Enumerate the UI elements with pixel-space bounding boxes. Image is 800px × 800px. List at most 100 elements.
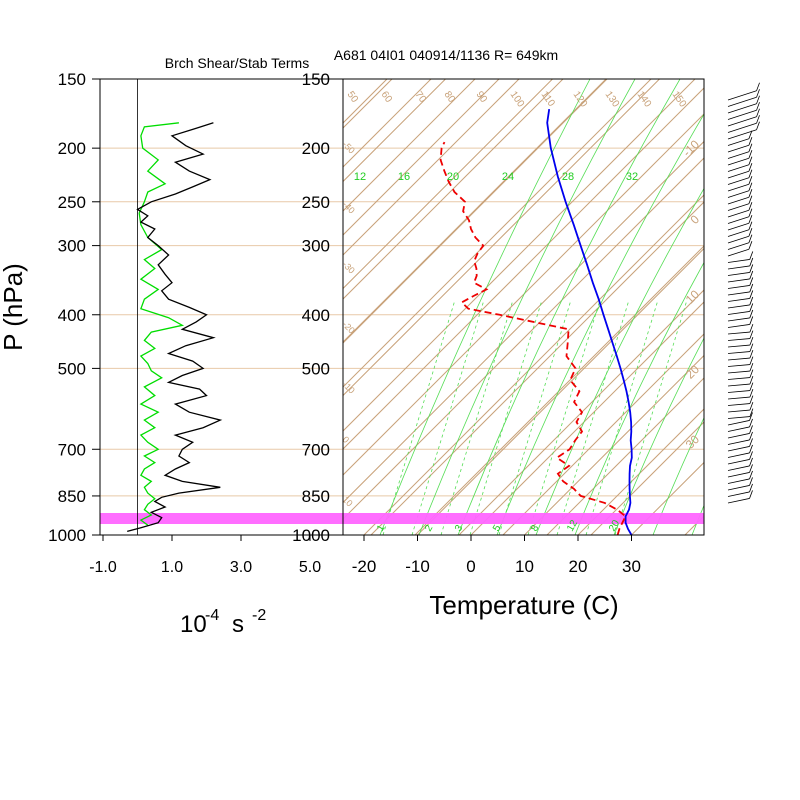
temperature-tick-label: -20 — [352, 557, 377, 576]
wind-barb — [727, 311, 750, 315]
wind-barb-flag — [756, 121, 760, 130]
wind-barb — [727, 426, 750, 432]
wind-barb — [727, 459, 750, 465]
wind-barb — [727, 403, 750, 406]
wind-barb-flag — [749, 477, 753, 486]
isotherm-line — [343, 79, 553, 290]
wind-barb-flag — [749, 375, 754, 385]
wind-barb-flag — [756, 108, 760, 117]
wind-barb-flag — [748, 169, 753, 178]
pressure-tick-label: 700 — [302, 440, 330, 459]
wind-barb — [727, 259, 750, 263]
wind-barb-flag — [749, 451, 753, 460]
wind-barb — [727, 157, 750, 166]
wind-barb-flag — [749, 290, 754, 299]
y-axis-label: P (hPa) — [0, 263, 28, 351]
mixing-ratio-line — [469, 299, 543, 535]
wind-barb-flag — [748, 150, 753, 159]
wind-barb-flag — [749, 369, 754, 378]
wind-barb — [727, 248, 750, 257]
wind-barb — [727, 491, 750, 497]
wind-barb — [727, 170, 750, 179]
wind-barb-flag — [748, 163, 753, 172]
wind-barb-flag — [749, 316, 754, 325]
dry-adiabat-label: 120 — [571, 89, 590, 109]
highlight-band — [343, 513, 704, 524]
wind-barb — [727, 203, 750, 211]
isotherm-line — [343, 79, 446, 183]
wind-barb — [727, 183, 750, 192]
dry-adiabat-line — [0, 79, 255, 535]
wind-barb-flag — [748, 208, 753, 217]
wind-barb — [727, 416, 750, 419]
wind-barb — [727, 103, 757, 114]
pressure-tick-label: 400 — [302, 306, 330, 325]
moist-adiabat-label: 24 — [502, 171, 514, 183]
isotherm-label: 30 — [683, 432, 703, 452]
isotherm-label: 0 — [687, 212, 702, 227]
temperature-tick-label: 10 — [515, 557, 534, 576]
wind-barb — [727, 478, 750, 484]
isotherm-label: 0 — [341, 434, 352, 445]
mixing-ratio-line — [411, 299, 485, 535]
wind-barb — [727, 420, 750, 426]
isotherm-line — [343, 140, 704, 504]
pressure-tick-label: 250 — [302, 193, 330, 212]
dry-adiabat-line — [343, 79, 520, 256]
shear-term-line — [138, 122, 185, 526]
wind-barb-flag — [748, 195, 753, 204]
dry-adiabat-label: 130 — [603, 89, 622, 109]
shear-x-ticks: -1.0 1.0 3.0 5.0 — [89, 535, 321, 576]
shear-x-tick-label: 3.0 — [230, 559, 252, 576]
shear-panel-title: Brch Shear/Stab Terms — [165, 55, 309, 71]
wind-barb-flag — [749, 330, 754, 339]
dry-adiabat-line — [343, 79, 432, 168]
wind-barb-flag — [748, 234, 753, 243]
dry-adiabat-line — [343, 79, 564, 300]
moist-adiabat-line — [457, 79, 681, 535]
dry-adiabat-line — [343, 79, 344, 80]
wind-barb — [727, 324, 750, 328]
mixing-ratio-label: 1 — [375, 523, 388, 534]
dry-adiabat-label: 100 — [508, 89, 527, 109]
wind-barb — [727, 144, 750, 153]
highlight-band-rect — [343, 513, 704, 524]
wind-barbs — [727, 82, 760, 504]
dry-adiabat-line — [414, 245, 704, 535]
mixing-ratio-label: 12 — [565, 518, 580, 534]
skewt-panel-frame — [342, 78, 705, 536]
temperature-tick-label: 0 — [466, 557, 475, 576]
isotherm-line — [470, 301, 704, 535]
wind-barb — [727, 498, 750, 504]
wind-barb — [727, 446, 750, 452]
wind-barb-flag — [748, 228, 753, 237]
x-axis-label: Temperature (C) — [429, 590, 618, 620]
dry-adiabat-line — [546, 377, 704, 535]
pressure-tick-label: 850 — [302, 487, 330, 506]
pressure-tick-label: 400 — [58, 306, 86, 325]
wind-barb-flag — [749, 438, 753, 447]
pressure-tick-label: 200 — [302, 139, 330, 158]
wind-barb-flag — [748, 137, 753, 146]
pressure-gridlines — [343, 78, 704, 536]
wind-barb-flag — [749, 257, 754, 267]
wind-barb — [727, 377, 750, 380]
wind-barb — [727, 298, 750, 302]
svg-text:s: s — [232, 611, 244, 638]
wind-barb — [727, 196, 750, 205]
pressure-ticks-mid: 150 200 250 300 400 500 700 850 1000 — [292, 70, 330, 545]
isotherm-line — [343, 79, 607, 343]
wind-barb — [727, 116, 757, 127]
wind-barb-flag — [749, 270, 754, 280]
wind-barb-flag — [749, 388, 754, 398]
wind-barb-flag — [749, 264, 754, 273]
isotherm-line — [524, 354, 704, 535]
skewt-panel-title: A681 04I01 040914/1136 R= 649km — [334, 47, 558, 63]
highlight-band-rect — [100, 513, 343, 524]
wind-barb — [727, 242, 750, 250]
wind-barb — [727, 285, 750, 289]
dry-adiabat-line — [343, 79, 476, 212]
moist-adiabat-line — [535, 187, 704, 535]
wind-barb-flag — [756, 89, 760, 98]
